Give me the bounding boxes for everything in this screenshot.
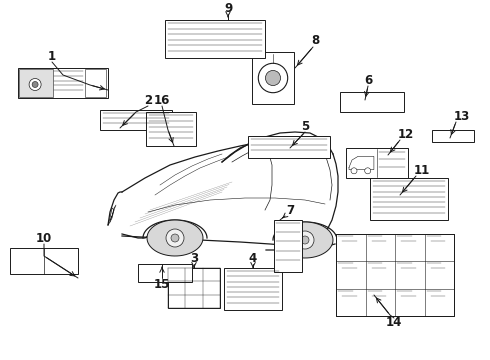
Bar	[168, 268, 220, 308]
Circle shape	[171, 234, 179, 242]
Text: 6: 6	[364, 73, 372, 86]
Circle shape	[266, 71, 281, 86]
Bar	[340, 92, 404, 112]
Text: 8: 8	[311, 33, 319, 46]
Text: 11: 11	[414, 163, 430, 176]
Polygon shape	[277, 222, 333, 258]
Text: 7: 7	[286, 203, 294, 216]
Text: 1: 1	[48, 49, 56, 63]
Text: 13: 13	[454, 109, 470, 122]
Circle shape	[258, 63, 288, 93]
Text: 15: 15	[154, 278, 170, 291]
Text: 12: 12	[398, 127, 414, 140]
Bar	[336, 234, 454, 316]
Bar	[165, 20, 265, 58]
Circle shape	[365, 168, 371, 174]
Bar	[370, 178, 448, 220]
Circle shape	[301, 236, 309, 244]
Circle shape	[29, 78, 41, 90]
Text: 14: 14	[386, 315, 402, 328]
Bar	[18, 68, 108, 98]
Circle shape	[32, 81, 38, 87]
Bar	[100, 110, 172, 130]
Text: 5: 5	[301, 120, 309, 132]
Circle shape	[166, 229, 184, 247]
Text: 2: 2	[144, 94, 152, 107]
Text: 3: 3	[190, 252, 198, 265]
Circle shape	[296, 231, 314, 249]
Bar	[146, 112, 196, 146]
Text: 16: 16	[154, 94, 170, 107]
Bar	[346, 148, 408, 178]
Bar	[224, 268, 282, 310]
Bar	[19, 69, 53, 97]
Polygon shape	[147, 220, 203, 256]
Bar	[138, 264, 192, 282]
Bar	[248, 136, 330, 158]
Text: 10: 10	[36, 231, 52, 244]
Bar	[432, 130, 474, 142]
Circle shape	[351, 168, 357, 174]
Bar	[274, 220, 302, 272]
Text: 4: 4	[249, 252, 257, 265]
Text: 9: 9	[224, 1, 232, 14]
Bar	[85, 69, 106, 97]
Bar	[10, 248, 78, 274]
Bar	[252, 52, 294, 104]
